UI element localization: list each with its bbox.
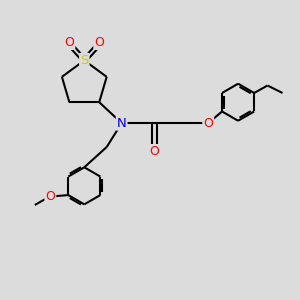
Text: O: O <box>64 36 74 49</box>
Text: S: S <box>80 54 88 67</box>
Text: O: O <box>203 117 213 130</box>
Text: O: O <box>45 190 55 203</box>
Text: N: N <box>117 117 127 130</box>
Text: O: O <box>94 36 104 49</box>
Text: O: O <box>149 145 159 158</box>
